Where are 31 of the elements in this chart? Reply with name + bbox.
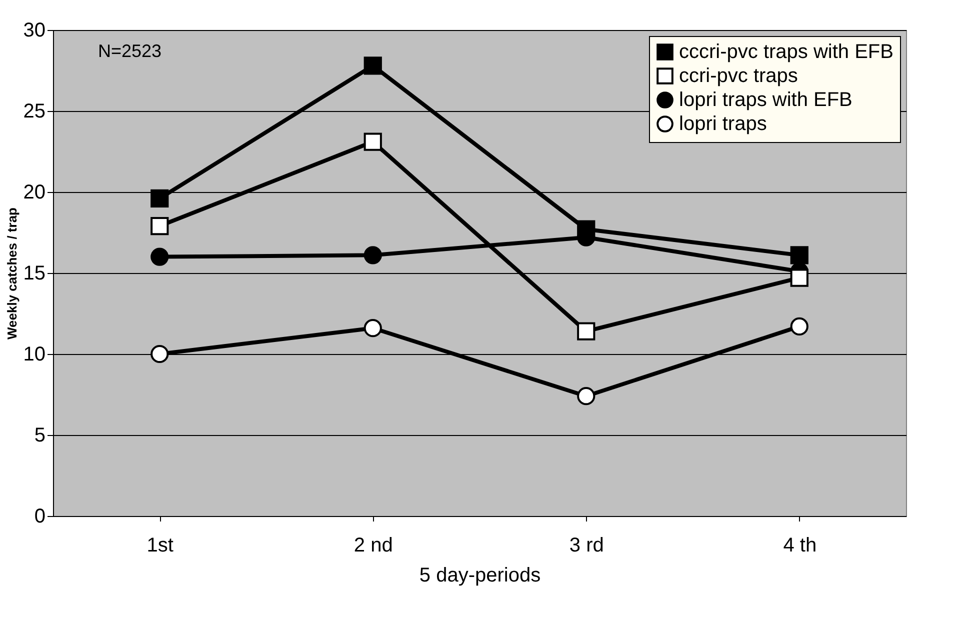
point xyxy=(790,246,808,264)
legend-label: ccri-pvc traps xyxy=(679,65,798,87)
point xyxy=(150,216,169,236)
point xyxy=(364,246,382,264)
annotation: N=2523 xyxy=(98,41,162,61)
y-tick-label: 0 xyxy=(34,506,46,528)
point xyxy=(364,56,382,75)
x-tick-label: 2 nd xyxy=(354,534,393,556)
point xyxy=(364,132,382,151)
legend-label: cccri-pvc traps with EFB xyxy=(679,41,894,63)
legend-label: lopri traps xyxy=(679,113,767,135)
legend-label: lopri traps with EFB xyxy=(679,89,852,111)
point xyxy=(150,344,169,364)
x-tick-label: 3 rd xyxy=(569,534,604,556)
point xyxy=(364,319,382,338)
point xyxy=(577,322,596,340)
x-tick-label: 4 th xyxy=(783,534,817,556)
point xyxy=(790,268,808,287)
point xyxy=(150,189,169,208)
y-tick-label: 20 xyxy=(23,182,46,204)
y-tick-label: 30 xyxy=(23,20,46,42)
y-tick-label: 10 xyxy=(23,344,46,366)
y-tick-label: 25 xyxy=(23,100,46,122)
point xyxy=(577,387,596,406)
y-tick-label: 15 xyxy=(23,262,46,284)
point xyxy=(790,317,808,336)
y-axis-title: Weekly catches / trap xyxy=(4,207,20,340)
x-tick-label: 1st xyxy=(146,534,174,556)
point xyxy=(150,248,169,266)
x-axis-title: 5 day-periods xyxy=(419,564,541,586)
y-tick-label: 5 xyxy=(34,424,46,446)
